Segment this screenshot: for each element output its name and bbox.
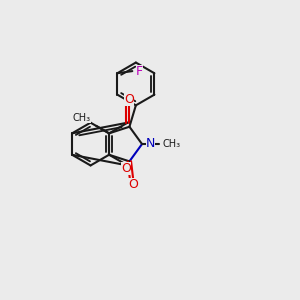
Text: F: F	[136, 64, 143, 78]
Text: N: N	[146, 137, 155, 150]
Text: O: O	[124, 93, 134, 106]
Text: O: O	[128, 178, 138, 191]
Text: O: O	[121, 162, 131, 175]
Text: CH₃: CH₃	[73, 113, 91, 124]
Text: CH₃: CH₃	[163, 139, 181, 149]
